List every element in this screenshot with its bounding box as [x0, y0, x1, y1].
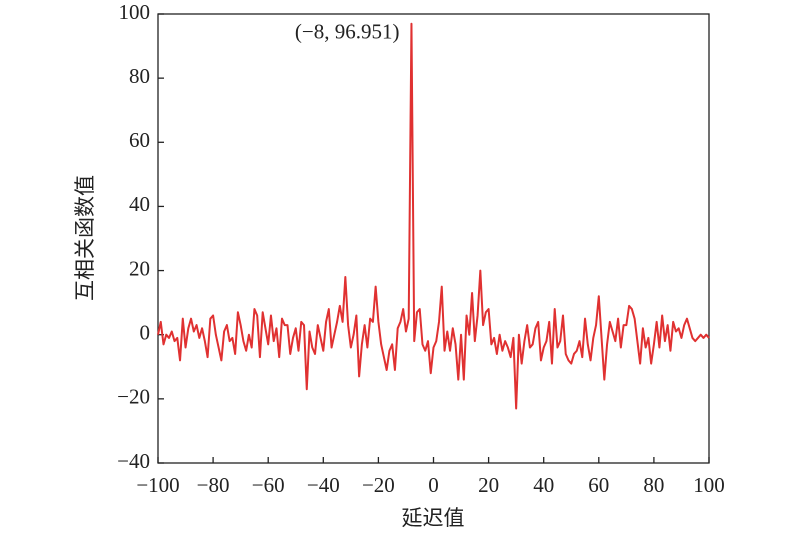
x-tick-label: −80 — [197, 473, 230, 497]
x-tick-label: 0 — [428, 473, 439, 497]
y-tick-label: 40 — [129, 192, 150, 216]
y-tick-label: 80 — [129, 64, 150, 88]
y-axis-label: 互相关函数值 — [73, 175, 97, 301]
x-tick-label: −20 — [362, 473, 395, 497]
x-tick-label: −40 — [307, 473, 340, 497]
y-tick-label: 60 — [129, 128, 150, 152]
x-tick-label: 60 — [588, 473, 609, 497]
plot-frame — [157, 13, 710, 464]
x-tick-label: 20 — [478, 473, 499, 497]
data-line — [157, 22, 710, 410]
y-tick-label: 100 — [119, 0, 151, 24]
peak-annotation: (−8, 96.951) — [295, 20, 400, 44]
x-tick-label: 100 — [693, 473, 725, 497]
y-tick-label: −20 — [117, 385, 150, 409]
x-tick-label: −100 — [136, 473, 179, 497]
x-tick-label: −60 — [252, 473, 285, 497]
y-tick-label: 20 — [129, 256, 150, 280]
x-axis-label: 延迟值 — [402, 506, 465, 530]
y-tick-label: 0 — [140, 321, 151, 345]
x-tick-label: 40 — [533, 473, 554, 497]
x-tick-label: 80 — [643, 473, 664, 497]
y-tick-label: −40 — [117, 449, 150, 473]
